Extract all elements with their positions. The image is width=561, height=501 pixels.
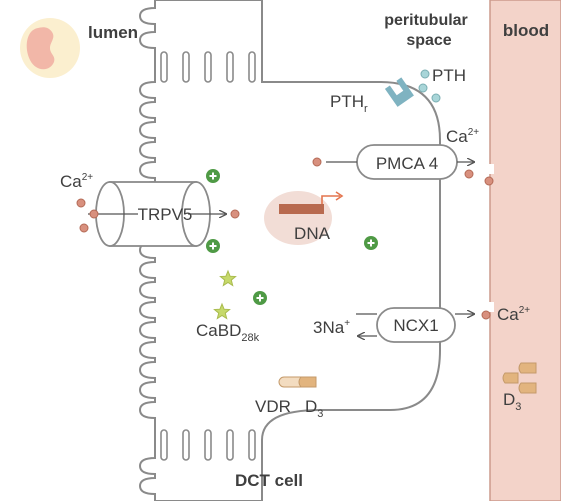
plus-circle-icon [253, 291, 267, 305]
blood-pore [487, 302, 494, 312]
ca-pmca-label: Ca2+ [446, 127, 479, 146]
lumen-label: lumen [88, 23, 138, 42]
cabd-label: CaBD28k [196, 321, 260, 344]
pthr-label: PTHr [330, 92, 368, 115]
plus-circle-icon [206, 169, 220, 183]
d3-blood-label: D3 [503, 390, 521, 413]
ca-lumen-label: Ca2+ [60, 172, 93, 191]
pth-ligand [418, 69, 441, 103]
vdr-d3-complex [278, 376, 317, 388]
blood-vessel [489, 0, 561, 501]
dct-cell-label: DCT cell [235, 471, 303, 490]
na-label: 3Na+ [313, 318, 350, 337]
dna-label: DNA [294, 224, 331, 243]
pth-label: PTH [432, 66, 466, 85]
stars [213, 269, 237, 320]
star-icon [213, 302, 231, 320]
calcium-ions [76, 157, 494, 320]
transcription-arrow-icon [321, 195, 340, 204]
ca-ncx-label: Ca2+ [497, 305, 530, 324]
blood-pore [487, 164, 494, 174]
blood-label: blood [503, 21, 549, 40]
pth-receptor-icon [384, 77, 414, 107]
transcription-arrow-icon [335, 191, 344, 201]
peritubular-label-line2: space [406, 32, 451, 49]
vdr-label: VDR [255, 397, 291, 416]
ncx1-exchanger [376, 307, 456, 343]
ncx1-label: NCX1 [393, 316, 438, 335]
plus-circle-icon [206, 239, 220, 253]
plus-circles [206, 169, 378, 305]
tight-junction-bottom [160, 429, 256, 461]
trpv5-label: TRPV5 [138, 205, 193, 224]
vitamin-d3-blood [502, 362, 537, 394]
star-icon [219, 269, 237, 287]
d3-cell-label: D3 [305, 397, 323, 420]
plus-circle-icon [364, 236, 378, 250]
dna-bar [279, 204, 324, 214]
kidney-icon [20, 18, 80, 78]
peritubular-label-line1: peritubular [384, 12, 468, 29]
pmca4-label: PMCA 4 [376, 154, 438, 173]
dct-cell-membrane [138, 0, 441, 501]
tight-junction-top [160, 51, 256, 83]
